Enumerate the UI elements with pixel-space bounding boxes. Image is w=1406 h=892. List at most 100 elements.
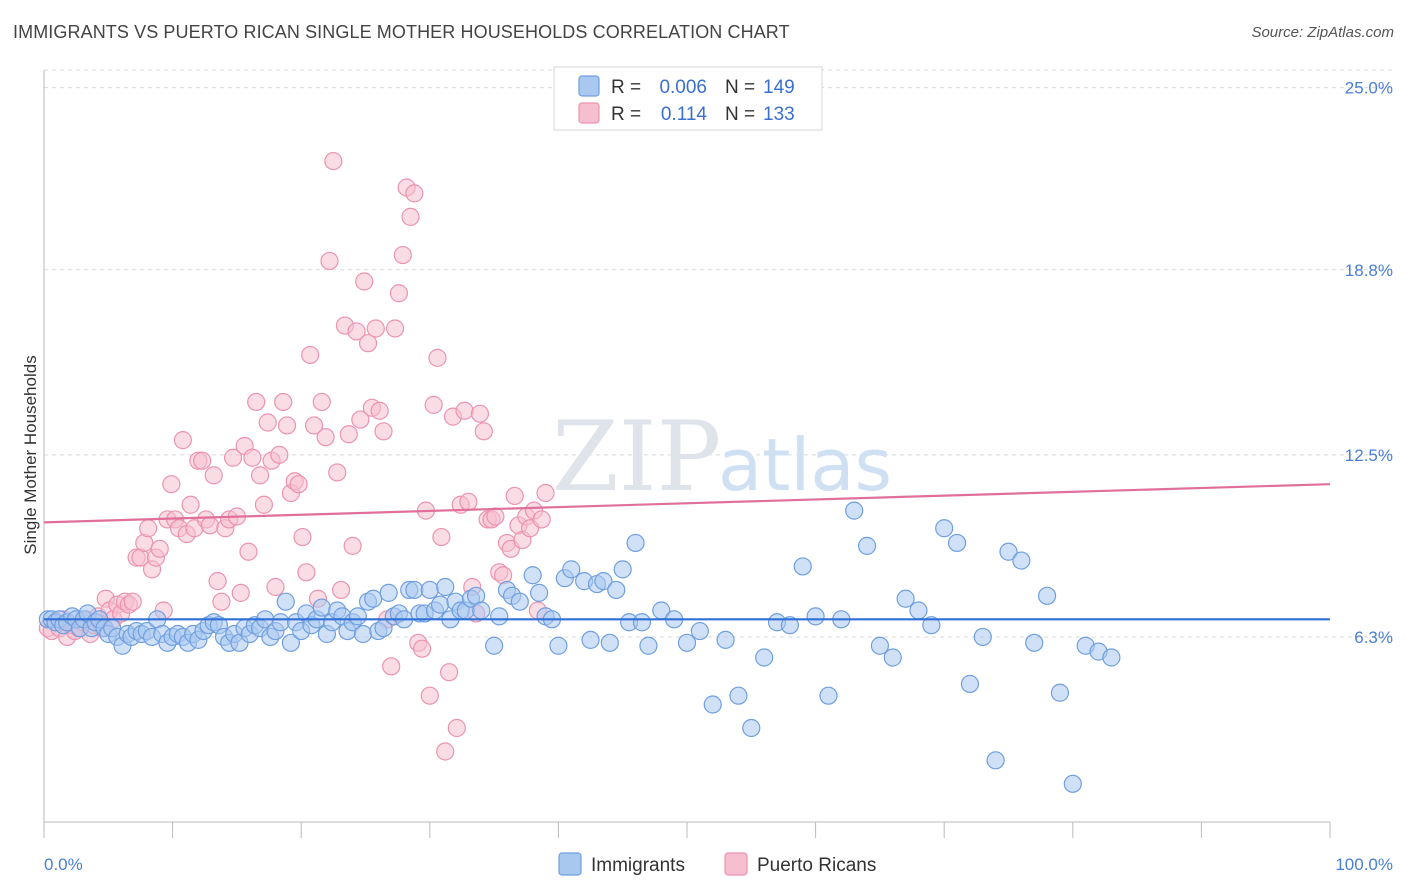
point-puerto-ricans: [162, 475, 181, 494]
legend-n-value-1: 149: [763, 77, 795, 98]
point-immigrants: [896, 589, 915, 608]
point-puerto-ricans: [250, 466, 270, 485]
point-immigrants: [806, 607, 825, 626]
point-puerto-ricans: [393, 245, 412, 265]
point-puerto-ricans: [505, 486, 524, 506]
bottom-legend-swatch-puerto-ricans: [724, 852, 748, 876]
point-puerto-ricans: [339, 425, 358, 444]
point-puerto-ricans: [459, 492, 478, 511]
legend-n-label-1: N =: [725, 77, 755, 98]
point-immigrants: [780, 616, 799, 635]
point-puerto-ricans: [193, 451, 212, 470]
point-immigrants: [430, 595, 450, 614]
point-puerto-ricans: [412, 639, 432, 658]
point-immigrants: [562, 560, 581, 579]
point-puerto-ricans: [420, 686, 439, 705]
point-immigrants: [716, 630, 735, 649]
point-puerto-ricans: [474, 422, 493, 441]
point-puerto-ricans: [428, 348, 447, 367]
point-puerto-ricans: [382, 657, 401, 676]
bottom-legend-immigrants: Immigrants: [591, 855, 685, 876]
point-puerto-ricans: [470, 404, 490, 423]
point-immigrants: [510, 592, 529, 611]
bottom-legend: Immigrants Puerto Ricans: [558, 852, 876, 876]
point-puerto-ricans: [374, 422, 393, 441]
y-tick-label: 25.0%: [1345, 79, 1393, 98]
point-immigrants: [883, 648, 902, 667]
point-puerto-ricans: [173, 431, 192, 450]
point-puerto-ricans: [455, 401, 474, 420]
point-immigrants: [364, 589, 383, 608]
point-puerto-ricans: [331, 580, 351, 600]
point-immigrants: [742, 718, 761, 738]
point-puerto-ricans: [324, 151, 343, 171]
point-puerto-ricans: [150, 539, 169, 558]
watermark-zip: ZIP: [552, 401, 721, 513]
point-puerto-ricans: [289, 475, 308, 494]
point-immigrants: [639, 636, 658, 655]
point-puerto-ricans: [316, 428, 335, 447]
point-puerto-ricans: [139, 519, 158, 538]
point-puerto-ricans: [424, 395, 443, 414]
point-puerto-ricans: [432, 527, 451, 547]
point-immigrants: [549, 636, 568, 655]
point-immigrants: [922, 616, 941, 635]
point-immigrants: [312, 598, 331, 617]
point-puerto-ricans: [401, 207, 420, 226]
point-immigrants: [755, 648, 774, 667]
point-immigrants: [485, 636, 504, 655]
point-immigrants: [947, 533, 967, 553]
point-puerto-ricans: [366, 319, 385, 338]
legend-r-label-1: R =: [611, 77, 641, 98]
bottom-legend-puerto-ricans: Puerto Ricans: [757, 855, 876, 876]
legend-r-value-1: 0.006: [659, 77, 707, 98]
point-immigrants: [436, 577, 455, 597]
point-puerto-ricans: [208, 572, 227, 591]
y-axis-label: Single Mother Households: [21, 355, 40, 554]
point-puerto-ricans: [436, 742, 455, 761]
point-immigrants: [353, 624, 373, 644]
top-legend: R = 0.006 N = 149 R = 0.114 N = 133: [553, 66, 823, 131]
y-tick-label: 18.8%: [1345, 261, 1393, 280]
point-immigrants: [870, 636, 890, 655]
point-puerto-ricans: [212, 592, 231, 611]
point-puerto-ricans: [355, 272, 374, 291]
point-immigrants: [581, 630, 600, 649]
trend-line-puerto-ricans: [43, 483, 1331, 524]
point-puerto-ricans: [312, 392, 331, 412]
point-immigrants: [632, 613, 652, 632]
y-tick-label: 12.5%: [1345, 446, 1393, 465]
point-immigrants: [594, 572, 613, 591]
point-puerto-ricans: [536, 483, 555, 503]
point-puerto-ricans: [274, 392, 293, 412]
point-immigrants: [935, 519, 954, 538]
point-immigrants: [1025, 633, 1044, 652]
point-puerto-ricans: [204, 466, 223, 485]
point-puerto-ricans: [243, 448, 262, 467]
point-immigrants: [729, 686, 748, 705]
point-puerto-ricans: [385, 319, 405, 338]
point-immigrants: [960, 674, 980, 694]
point-immigrants: [281, 633, 301, 652]
series-immigrants: [38, 501, 1121, 793]
point-immigrants: [530, 583, 549, 602]
legend-swatch-puerto-ricans: [578, 102, 600, 124]
point-puerto-ricans: [277, 416, 297, 435]
point-puerto-ricans: [532, 510, 551, 529]
point-puerto-ricans: [123, 592, 142, 611]
point-puerto-ricans: [181, 495, 200, 514]
point-immigrants: [690, 621, 709, 641]
point-puerto-ricans: [247, 392, 266, 412]
point-immigrants: [348, 607, 367, 626]
point-immigrants: [999, 542, 1018, 561]
point-immigrants: [420, 580, 439, 600]
point-immigrants: [1102, 648, 1121, 667]
point-puerto-ricans: [358, 334, 378, 353]
point-puerto-ricans: [293, 527, 312, 547]
point-immigrants: [793, 557, 812, 576]
point-puerto-ricans: [266, 577, 285, 597]
point-immigrants: [379, 583, 398, 602]
point-immigrants: [677, 633, 697, 652]
y-tick-label: 6.3%: [1354, 628, 1393, 647]
